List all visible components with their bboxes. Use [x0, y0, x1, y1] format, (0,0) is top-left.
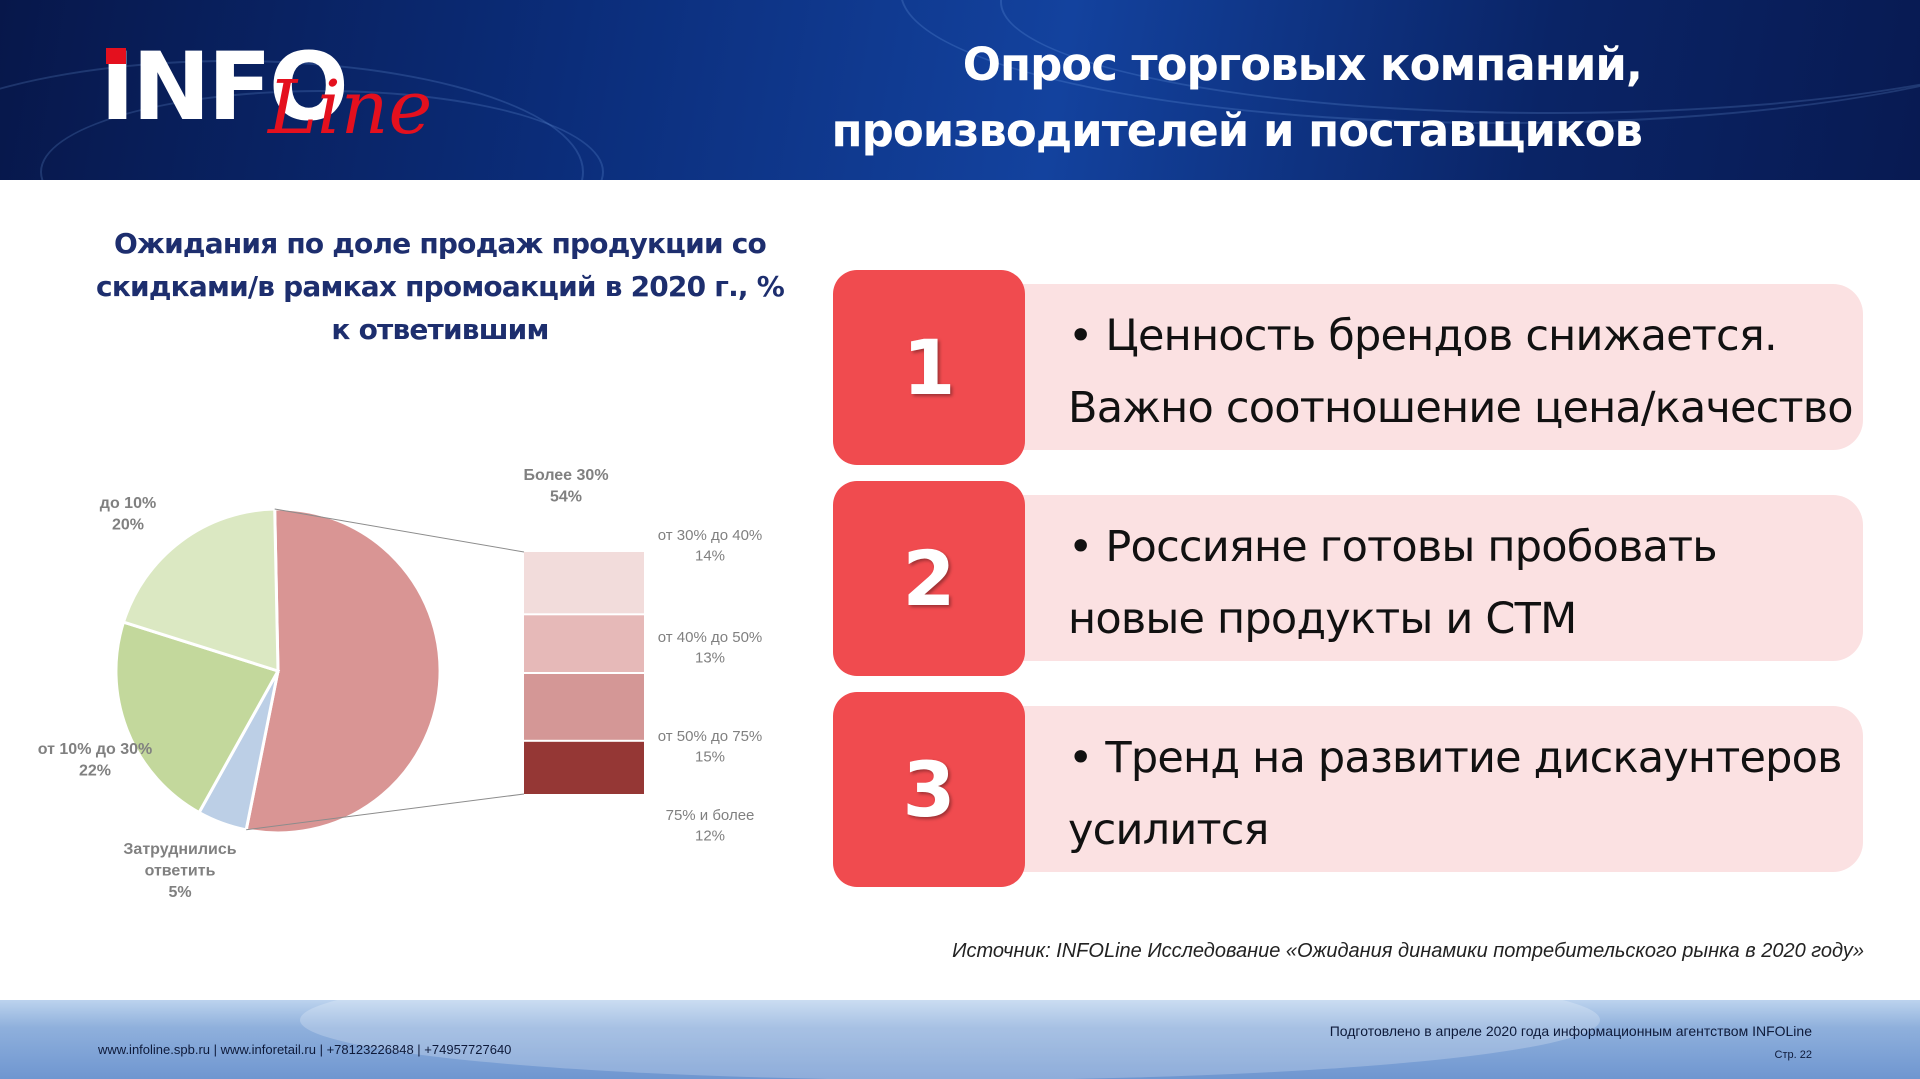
infoline-logo[interactable]: INFO Line: [100, 33, 480, 149]
logo-red-dot: [106, 48, 126, 64]
footer-prepared-note: Подготовлено в апреле 2020 года информац…: [1329, 1023, 1812, 1039]
breakdown-bar-segment: [524, 741, 644, 794]
reason-card-bg: [983, 284, 1863, 450]
footer-links[interactable]: www.infoline.spb.ru | www.inforetail.ru …: [98, 1042, 512, 1057]
breakdown-bar-segment: [524, 615, 644, 672]
reason-text-line1: • Ценность брендов снижается.: [1068, 311, 1778, 361]
reason-text-line2: усилится: [1068, 805, 1269, 855]
slice-label-up-to-10: до 10% 20%: [100, 495, 156, 534]
breakdown-label-line: от 30% до 40%: [658, 527, 763, 544]
breakdown-label-line: 13%: [695, 649, 725, 666]
reason-text: • Ценность брендов снижается. Важно соот…: [1068, 300, 1858, 444]
slice-label-undecided-line: Затруднились: [123, 841, 236, 858]
reason-text: • Россияне готовы пробовать новые продук…: [1068, 511, 1858, 655]
reason-card-bg: [983, 706, 1863, 872]
slice-label-more-30: Более 30% 54%: [523, 467, 608, 506]
slice-label-up-to-10-line: 20%: [112, 517, 144, 534]
reason-text-line1: • Россияне готовы пробовать: [1068, 522, 1718, 572]
pie-of-bar-chart: Более 30% 54% до 10% 20% от 10% до 30% 22% Зат…: [38, 467, 763, 901]
chart-title-line2: скидками/в рамках промоакций в 2020 г., …: [96, 270, 785, 303]
slice-label-undecided-line: ответить: [145, 863, 216, 880]
connector-line: [246, 793, 525, 831]
page-title-line1: Опрос торговых компаний,: [962, 38, 1643, 91]
reason-text-line1: • Тренд на развитие дискаунтеров: [1068, 733, 1842, 783]
slice-label-up-to-10-line: до 10%: [100, 495, 156, 512]
logo-info-text: INFO: [100, 33, 349, 142]
slice-label-10-30-line: 22%: [79, 763, 111, 780]
slice-label-more-30-line: Более 30%: [523, 467, 608, 484]
reason-number: 2: [833, 481, 1025, 676]
breakdown-label-line: 12%: [695, 827, 725, 844]
reason-text-line2: Важно соотношение цена/качество: [1068, 383, 1854, 433]
breakdown-label-line: от 50% до 75%: [658, 728, 763, 745]
pie-slice: [121, 507, 280, 674]
page-number: Стр. 22: [1774, 1049, 1812, 1061]
footer: www.infoline.spb.ru | www.inforetail.ru …: [0, 1000, 1920, 1079]
slice-label-10-30-line: от 10% до 30%: [38, 741, 153, 758]
reason-card-1: 1 • Ценность брендов снижается. Важно со…: [833, 270, 1863, 465]
page-title: Опрос торговых компаний, производителей …: [831, 32, 1643, 164]
slice-label-10-30: от 10% до 30% 22%: [38, 741, 153, 780]
slice-label-undecided: Затруднились ответить 5%: [123, 841, 236, 901]
reason-text: • Тренд на развитие дискаунтеров усилитс…: [1068, 722, 1858, 866]
reason-card-3: 3 • Тренд на развитие дискаунтеров усили…: [833, 692, 1863, 887]
breakdown-label-line: 14%: [695, 547, 725, 564]
chart-title: Ожидания по доле продаж продукции со ски…: [90, 222, 790, 351]
chart-title-line1: Ожидания по доле продаж продукции со: [114, 227, 767, 260]
footer-glow: [300, 1000, 1600, 1079]
breakdown-label-line: 75% и более: [666, 807, 755, 824]
breakdown-label-line: от 40% до 50%: [658, 629, 763, 646]
chart-title-line3: к ответившим: [331, 313, 549, 346]
breakdown-label: 75% и более 12%: [666, 807, 755, 844]
slice-label-undecided-line: 5%: [168, 884, 191, 901]
breakdown-label: от 50% до 75% 15%: [658, 728, 763, 765]
breakdown-bar-segment: [524, 552, 644, 614]
logo-line-text: Line: [268, 65, 433, 151]
pie-slice: [114, 620, 281, 815]
pie-slice: [244, 507, 442, 835]
breakdown-label-line: 15%: [695, 748, 725, 765]
reason-card-2: 2 • Россияне готовы пробовать новые прод…: [833, 481, 1863, 676]
reason-text-line2: новые продукты и СТМ: [1068, 594, 1577, 644]
breakdown-bar-segment: [524, 674, 644, 740]
source-note: Источник: INFOLine Исследование «Ожидани…: [952, 940, 1864, 962]
reason-number: 3: [833, 692, 1025, 887]
connector-line: [274, 508, 525, 553]
reason-number: 1: [833, 270, 1025, 465]
breakdown-label: от 30% до 40% 14%: [658, 527, 763, 564]
header-banner: INFO Line Опрос торговых компаний, произ…: [0, 0, 1920, 180]
reason-card-bg: [983, 495, 1863, 661]
slice-label-more-30-line: 54%: [550, 489, 582, 506]
page-title-line2: производителей и поставщиков: [831, 104, 1643, 157]
breakdown-label: от 40% до 50% 13%: [658, 629, 763, 666]
